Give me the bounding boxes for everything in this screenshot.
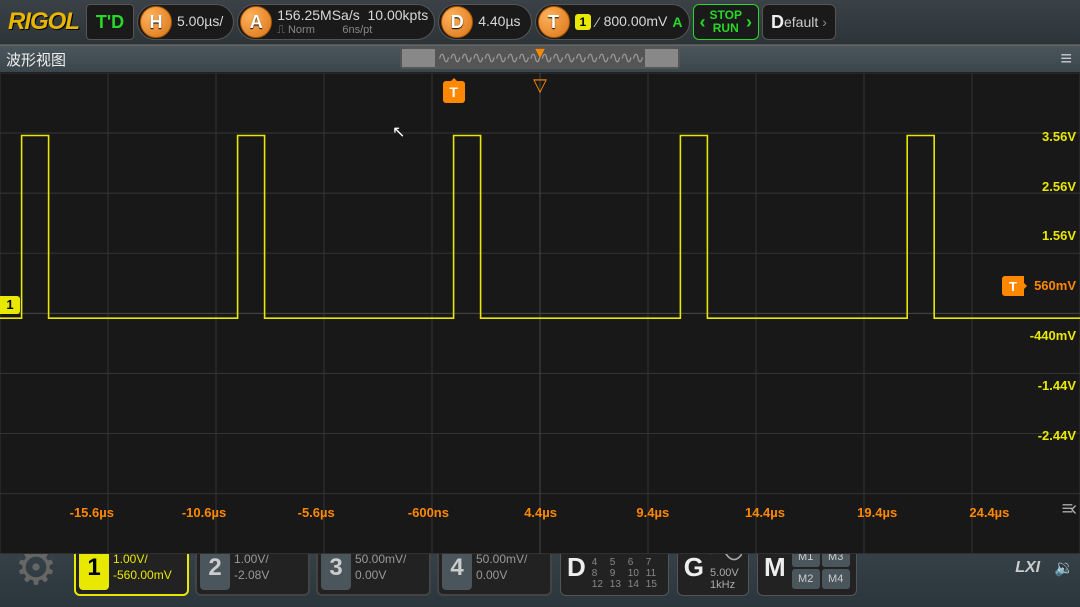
channel-offset: -2.08V [234,568,269,584]
delay-pill[interactable]: D 4.40µs [438,4,531,40]
g-letter: G [684,552,704,583]
time-axis-labels: -15.6µs -10.6µs -5.6µs -600ns 4.4µs 9.4µs 14.4… [0,505,1020,525]
channel-values: 1.00V/ -560.00mV [113,552,172,583]
sample-rate: 156.25MSa/s [277,7,360,23]
center-marker-icon: ▽ [533,75,547,96]
acq-mode: Norm [288,24,315,36]
channel-offset: 0.00V [355,568,406,584]
x-axis-label: -15.6µs [70,505,114,520]
digital-bit: 11 [646,568,662,579]
edge-icon: ∕ [596,14,598,30]
y-axis-label: -440mV [1030,328,1076,343]
trigger-pill[interactable]: T 1 ∕ 800.00mV A [535,4,690,40]
channel-scale: 50.00mV/ [476,552,527,568]
y-axis-label: -2.44V [1038,428,1076,443]
x-axis-label: -600ns [408,505,449,520]
a-values: 156.25MSa/s 10.00kpts ⎍ Norm 6ns/pt [277,8,428,35]
resolution: 6ns/pt [342,24,372,36]
trig-channel-tag: 1 [575,14,592,30]
digital-bit: 15 [646,579,662,590]
y-axis-label: 3.56V [1042,129,1076,144]
digital-bit: 14 [628,579,644,590]
memory-timeline[interactable]: ∿∿∿∿∿∿∿∿∿∿∿∿∿∿∿∿∿∿ ▼ [400,47,680,69]
x-axis-label: -10.6µs [182,505,226,520]
x-axis-label: -5.6µs [298,505,335,520]
math-slot[interactable]: M4 [822,569,850,589]
y-axis-label: 2.56V [1042,179,1076,194]
t-icon: T [538,6,570,38]
digital-bit: 10 [628,568,644,579]
delay-value: 4.40µs [478,14,520,29]
channel-values: 50.00mV/ 0.00V [476,552,527,583]
collapse-icon[interactable]: ≡‹ [1062,498,1074,521]
channel-values: 1.00V/ -2.08V [234,552,269,583]
digital-bit: 6 [628,557,644,568]
next-icon: › [746,12,752,33]
d-letter: D [567,552,586,583]
digital-bit: 8 [592,568,608,579]
channel-scale: 1.00V/ [234,552,269,568]
gen-frequency: 1kHz [710,579,742,591]
mem-depth: 10.00kpts [368,7,429,23]
trigger-time-marker[interactable]: T [443,81,465,103]
a-icon: A [240,6,272,38]
brand-logo: RIGOL [4,8,83,36]
y-axis-label: -1.44V [1038,378,1076,393]
run-label: RUN [710,22,742,35]
waveform-view[interactable]: ▽ T T 1 3.56V2.56V1.56V560mV-440mV-1.44V… [0,73,1080,527]
acquisition-pill[interactable]: A 156.25MSa/s 10.00kpts ⎍ Norm 6ns/pt [237,4,435,40]
h-value: 5.00µs/ [177,14,223,29]
default-label: efault [784,14,818,30]
trig-mode-auto-icon: A [672,14,682,30]
default-button[interactable]: Default› [762,4,836,40]
digital-bit: 12 [592,579,608,590]
stop-run-button[interactable]: ‹ STOP RUN › [693,4,759,40]
digital-bit: 5 [610,557,626,568]
y-axis-label: 1.56V [1042,228,1076,243]
digital-bit: 7 [646,557,662,568]
timeline-right-box [645,49,678,67]
channel-offset: 0.00V [476,568,527,584]
trig-level: 800.00mV [604,14,668,29]
horizontal-scale-pill[interactable]: H 5.00µs/ [137,4,234,40]
x-axis-label: 24.4µs [969,505,1009,520]
timeline-trigger-marker: ▼ [532,45,548,63]
menu-icon[interactable]: ≡ [1060,48,1074,71]
gen-amplitude: 5.00V [710,567,742,579]
channel-offset: -560.00mV [113,568,172,584]
d-icon: D [441,6,473,38]
run-status[interactable]: T'D [86,4,134,40]
lxi-logo: LXI [1015,559,1040,577]
x-axis-label: 14.4µs [745,505,785,520]
digital-bit: 9 [610,568,626,579]
h-icon: H [140,6,172,38]
digital-bit: 4 [592,557,608,568]
timeline-left-box [402,49,435,67]
channel-1-marker[interactable]: 1 [0,296,20,314]
voltage-axis-labels: 3.56V 2.56V 1.56V 560mV -440mV -1.44V -2.44V [1020,73,1076,527]
math-slot[interactable]: M2 [792,569,820,589]
channel-values: 50.00mV/ 0.00V [355,552,406,583]
m-letter: M [764,552,786,583]
digital-bit: 13 [610,579,626,590]
x-axis-label: 9.4µs [636,505,669,520]
x-axis-label: 4.4µs [524,505,557,520]
top-toolbar: RIGOL T'D H 5.00µs/ A 156.25MSa/s 10.00k… [0,0,1080,45]
prev-icon: ‹ [700,12,706,33]
channel-scale: 1.00V/ [113,552,172,568]
channel-scale: 50.00mV/ [355,552,406,568]
window-title: 波形视图 [6,49,66,70]
waveform-canvas [0,73,1080,554]
y-axis-label: 560mV [1034,278,1076,293]
speaker-icon[interactable]: 🔉 [1054,558,1074,578]
x-axis-label: 19.4µs [857,505,897,520]
